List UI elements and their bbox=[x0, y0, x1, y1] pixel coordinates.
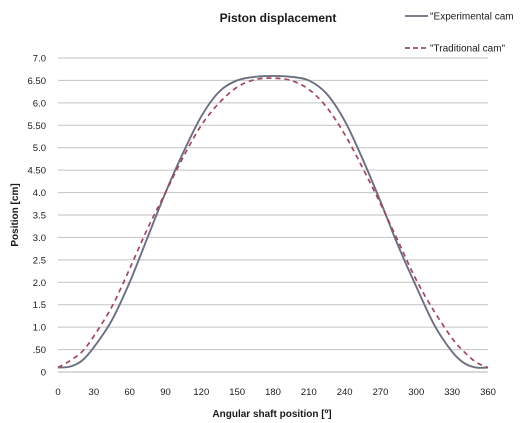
y-tick-label: 2.0 bbox=[33, 278, 46, 289]
series-lines bbox=[57, 74, 489, 369]
y-tick-label: 6.0 bbox=[33, 98, 46, 109]
x-tick-label: 150 bbox=[229, 387, 245, 398]
y-tick-label: 4.50 bbox=[28, 166, 47, 177]
x-tick-label: 60 bbox=[124, 387, 135, 398]
series-line-traditional bbox=[57, 77, 489, 369]
x-tick-label: 210 bbox=[301, 387, 317, 398]
x-tick-label: 240 bbox=[337, 387, 353, 398]
legend: "Experimental cam "Traditional cam" bbox=[405, 12, 514, 55]
y-axis-label: Position [cm] bbox=[10, 183, 21, 246]
chart-title: Piston displacement bbox=[220, 11, 337, 25]
x-tick-label: 330 bbox=[444, 387, 460, 398]
y-tick-label: 3.0 bbox=[33, 233, 46, 244]
x-tick-label: 300 bbox=[408, 387, 424, 398]
x-tick-label: 30 bbox=[89, 387, 100, 398]
y-tick-label: 6.50 bbox=[28, 76, 47, 87]
legend-label: "Experimental cam bbox=[430, 12, 514, 23]
tick-labels: 0 .50 1.0 1.5 2.0 2.5 3.0 3.5 4.0 4.50 5.0 5.50 6.0 6… bbox=[28, 54, 496, 399]
grid-lines bbox=[58, 57, 488, 373]
x-tick-label: 90 bbox=[160, 387, 171, 398]
x-tick-label: 0 bbox=[55, 387, 60, 398]
x-tick-label: 120 bbox=[193, 387, 209, 398]
y-tick-label: 2.5 bbox=[33, 255, 46, 266]
y-tick-label: 4.0 bbox=[33, 188, 46, 199]
y-tick-label: 0 bbox=[41, 368, 46, 379]
x-tick-label: 180 bbox=[265, 387, 281, 398]
y-tick-label: 1.0 bbox=[33, 323, 46, 334]
x-tick-label: 270 bbox=[373, 387, 389, 398]
y-tick-label: 1.5 bbox=[33, 300, 46, 311]
x-tick-label: 360 bbox=[480, 387, 496, 398]
y-tick-label: .50 bbox=[33, 345, 46, 356]
series-line-experimental bbox=[57, 74, 489, 369]
x-axis-label: Angular shaft position [º] bbox=[212, 409, 331, 420]
y-tick-label: 7.0 bbox=[33, 54, 46, 65]
y-tick-label: 5.50 bbox=[28, 121, 47, 132]
y-tick-label: 5.0 bbox=[33, 143, 46, 154]
legend-label: "Traditional cam" bbox=[430, 44, 506, 55]
y-tick-label: 3.5 bbox=[33, 211, 46, 222]
